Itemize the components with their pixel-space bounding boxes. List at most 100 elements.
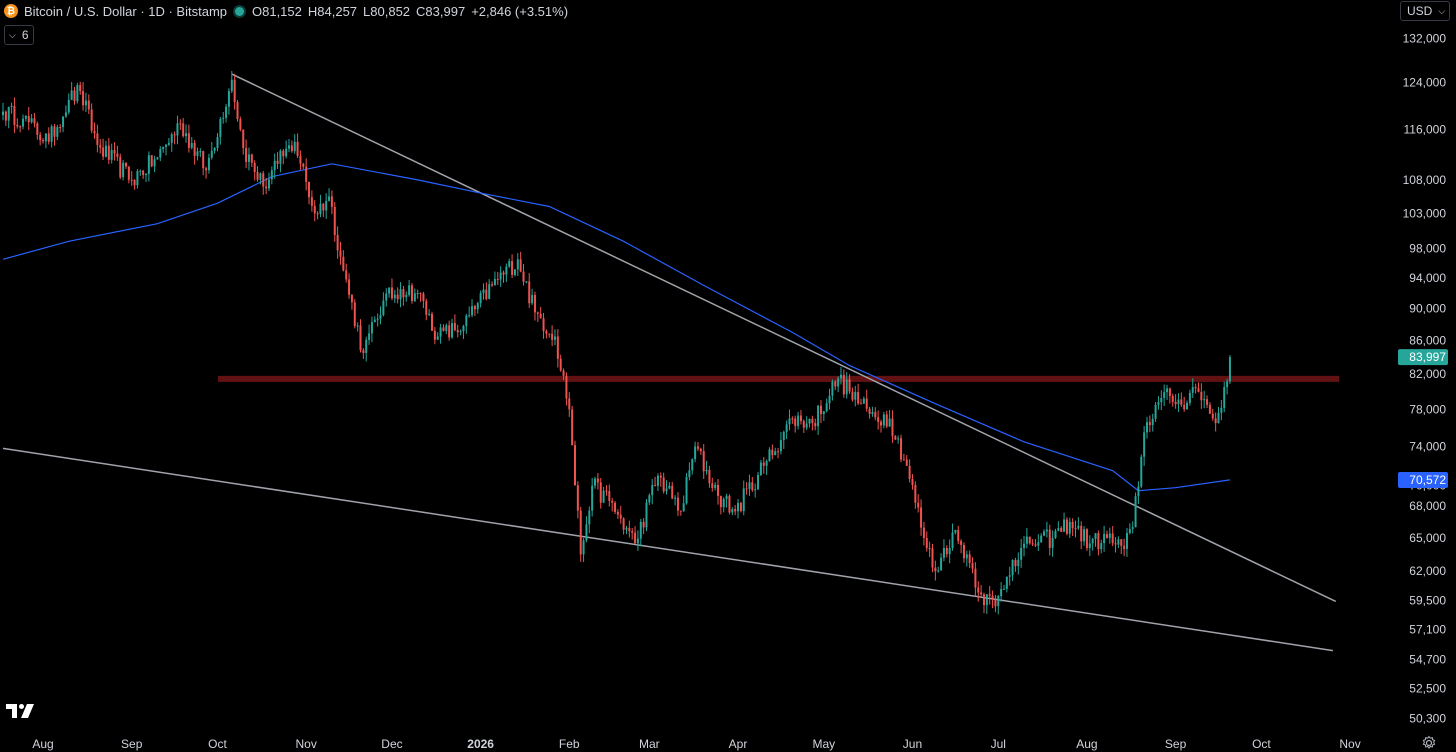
- symbol-title[interactable]: Bitcoin / U.S. Dollar · 1D · Bitstamp: [24, 3, 227, 19]
- candle: [176, 115, 179, 145]
- candle: [708, 465, 711, 488]
- y-tick-label: 108,000: [1403, 173, 1447, 187]
- candle: [96, 124, 99, 153]
- candle: [122, 159, 125, 181]
- open-value: O81,152: [252, 3, 302, 19]
- candle: [576, 481, 579, 519]
- candle: [90, 103, 93, 134]
- candle: [1034, 538, 1037, 548]
- candle: [531, 288, 534, 306]
- candle: [865, 389, 868, 412]
- candle: [562, 368, 565, 381]
- candle: [1083, 526, 1086, 546]
- candle: [977, 581, 980, 602]
- candle: [270, 166, 273, 185]
- candle: [316, 211, 319, 220]
- candle: [136, 168, 139, 189]
- chevron-down-icon: ⌵: [9, 29, 16, 40]
- y-tick-label: 52,500: [1409, 682, 1446, 696]
- candle: [505, 263, 508, 283]
- candle: [202, 150, 205, 176]
- candle: [774, 447, 777, 456]
- candle: [1163, 384, 1166, 407]
- candle: [182, 117, 185, 138]
- resistance-zone[interactable]: [218, 375, 1340, 382]
- candle: [516, 253, 519, 276]
- candle: [1063, 512, 1066, 532]
- candle: [579, 506, 582, 562]
- candle: [462, 324, 465, 340]
- candle: [920, 499, 923, 536]
- candle: [385, 288, 388, 307]
- candle: [99, 139, 102, 154]
- candle: [1228, 354, 1231, 385]
- candle: [945, 545, 948, 558]
- candle: [150, 155, 153, 168]
- candle: [754, 483, 757, 498]
- candle: [611, 497, 614, 512]
- x-tick-label: Jul: [991, 737, 1006, 751]
- candle: [390, 278, 393, 301]
- candle: [948, 539, 951, 564]
- currency-selector[interactable]: USD ⌵: [1400, 1, 1450, 21]
- candle: [165, 143, 168, 156]
- candle: [242, 129, 245, 155]
- candle: [328, 188, 331, 202]
- x-tick-label: Aug: [32, 737, 53, 751]
- price-label: 83,997: [1398, 349, 1448, 366]
- x-tick-label: Oct: [1252, 737, 1271, 751]
- candle: [376, 313, 379, 327]
- candle: [717, 478, 719, 505]
- candle: [362, 348, 365, 359]
- low-value: L80,852: [363, 3, 411, 19]
- y-tick-label: 86,000: [1409, 334, 1446, 348]
- candle: [330, 190, 333, 215]
- candle: [265, 178, 268, 195]
- x-tick-label: Jun: [903, 737, 922, 751]
- candle: [871, 406, 874, 417]
- candle: [1097, 530, 1100, 556]
- indicators-toggle-button[interactable]: ⌵ 6: [4, 25, 34, 45]
- candle: [556, 329, 559, 368]
- candle: [1074, 520, 1077, 538]
- candle: [628, 520, 631, 538]
- gear-icon[interactable]: [1421, 735, 1437, 751]
- candle: [1223, 381, 1226, 413]
- candle: [771, 444, 774, 460]
- candle: [696, 442, 699, 452]
- moving-average-line: [2, 163, 1230, 492]
- candle: [410, 283, 413, 304]
- candle: [894, 435, 897, 441]
- x-tick-label: Apr: [729, 737, 748, 751]
- candle: [465, 313, 468, 334]
- candle: [728, 494, 731, 515]
- candle: [267, 172, 270, 192]
- candle: [582, 538, 585, 563]
- candle: [1174, 394, 1177, 409]
- candle: [834, 380, 837, 391]
- candle: [259, 172, 262, 185]
- candle: [974, 562, 977, 597]
- candle: [1011, 559, 1014, 581]
- candle: [119, 153, 122, 180]
- candle: [922, 521, 925, 546]
- candle: [413, 288, 416, 303]
- moving-average-layer: [2, 163, 1230, 492]
- trendline-lower[interactable]: [2, 447, 1334, 652]
- tradingview-logo-icon[interactable]: [6, 702, 38, 720]
- candle: [170, 132, 173, 152]
- trendline-layer[interactable]: [2, 73, 1337, 652]
- candle: [1014, 557, 1017, 572]
- candle: [1214, 412, 1217, 432]
- candle: [1151, 413, 1154, 432]
- candle: [419, 292, 422, 302]
- candle: [545, 329, 548, 339]
- x-tick-label: Feb: [559, 737, 580, 751]
- candle: [356, 322, 359, 332]
- candle: [739, 501, 742, 513]
- candle: [299, 150, 302, 170]
- candle: [459, 329, 462, 336]
- candle: [336, 226, 339, 259]
- trendline-upper[interactable]: [231, 73, 1337, 603]
